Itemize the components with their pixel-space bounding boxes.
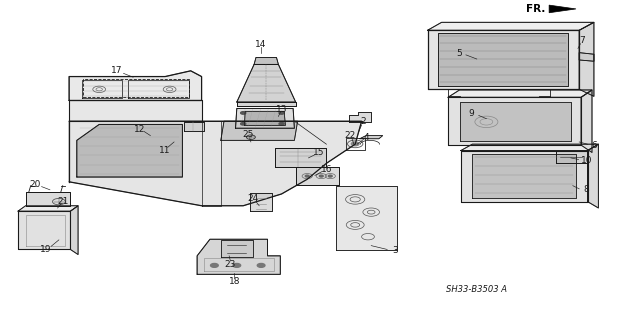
Polygon shape (336, 186, 397, 250)
Polygon shape (197, 239, 280, 274)
Polygon shape (250, 193, 272, 211)
Polygon shape (221, 121, 298, 140)
Polygon shape (70, 206, 78, 255)
Text: 6: 6 (591, 141, 596, 150)
Circle shape (279, 112, 284, 114)
Circle shape (305, 175, 309, 177)
Text: 8: 8 (584, 185, 589, 194)
Text: 14: 14 (255, 40, 267, 48)
Polygon shape (472, 154, 576, 198)
Circle shape (351, 142, 359, 146)
Text: 24: 24 (247, 194, 259, 203)
Text: 10: 10 (580, 156, 592, 165)
Polygon shape (254, 57, 278, 64)
Text: 16: 16 (321, 165, 332, 174)
Text: 17: 17 (111, 66, 123, 75)
Polygon shape (360, 136, 383, 139)
Circle shape (211, 263, 218, 267)
Polygon shape (460, 102, 571, 141)
Polygon shape (579, 53, 594, 61)
Circle shape (257, 263, 265, 267)
Circle shape (319, 175, 323, 177)
Text: 20: 20 (29, 180, 41, 189)
Circle shape (328, 175, 332, 177)
Text: 2: 2 (360, 117, 365, 126)
Polygon shape (549, 5, 576, 13)
Polygon shape (69, 71, 202, 100)
Text: 22: 22 (344, 131, 356, 140)
Polygon shape (579, 22, 594, 96)
Text: 15: 15 (313, 148, 324, 157)
Polygon shape (77, 124, 182, 177)
Text: 11: 11 (159, 146, 171, 155)
Polygon shape (237, 102, 296, 106)
Polygon shape (448, 90, 592, 97)
Circle shape (241, 112, 246, 114)
Circle shape (241, 122, 246, 125)
Text: 4: 4 (364, 133, 369, 142)
Text: SH33-B3503 A: SH33-B3503 A (446, 285, 508, 294)
Polygon shape (237, 64, 296, 102)
Text: 19: 19 (40, 245, 52, 254)
Text: 5: 5 (457, 49, 462, 58)
Polygon shape (26, 192, 70, 206)
Polygon shape (349, 112, 371, 122)
Polygon shape (18, 211, 70, 249)
Text: 21: 21 (57, 197, 68, 206)
Polygon shape (296, 167, 339, 185)
Text: 7: 7 (580, 36, 585, 45)
Polygon shape (275, 148, 326, 167)
Polygon shape (428, 22, 594, 30)
Polygon shape (448, 97, 581, 145)
Polygon shape (581, 90, 592, 152)
Text: 25: 25 (243, 130, 254, 139)
Polygon shape (221, 240, 253, 257)
Text: 13: 13 (276, 105, 287, 114)
Text: FR.: FR. (526, 4, 545, 14)
Circle shape (279, 122, 284, 125)
Polygon shape (588, 144, 598, 208)
Polygon shape (438, 33, 568, 86)
Polygon shape (69, 100, 202, 121)
Text: 18: 18 (228, 277, 240, 286)
Polygon shape (236, 108, 294, 128)
Polygon shape (69, 121, 362, 206)
Text: 3: 3 (393, 246, 398, 255)
Polygon shape (18, 206, 78, 211)
Text: 12: 12 (134, 125, 145, 134)
Polygon shape (184, 122, 204, 131)
Polygon shape (556, 151, 588, 163)
Polygon shape (461, 151, 588, 202)
Polygon shape (461, 144, 598, 151)
Text: 9: 9 (469, 109, 474, 118)
Circle shape (233, 263, 241, 267)
Polygon shape (244, 111, 285, 125)
Text: 23: 23 (225, 260, 236, 269)
Polygon shape (428, 30, 579, 89)
